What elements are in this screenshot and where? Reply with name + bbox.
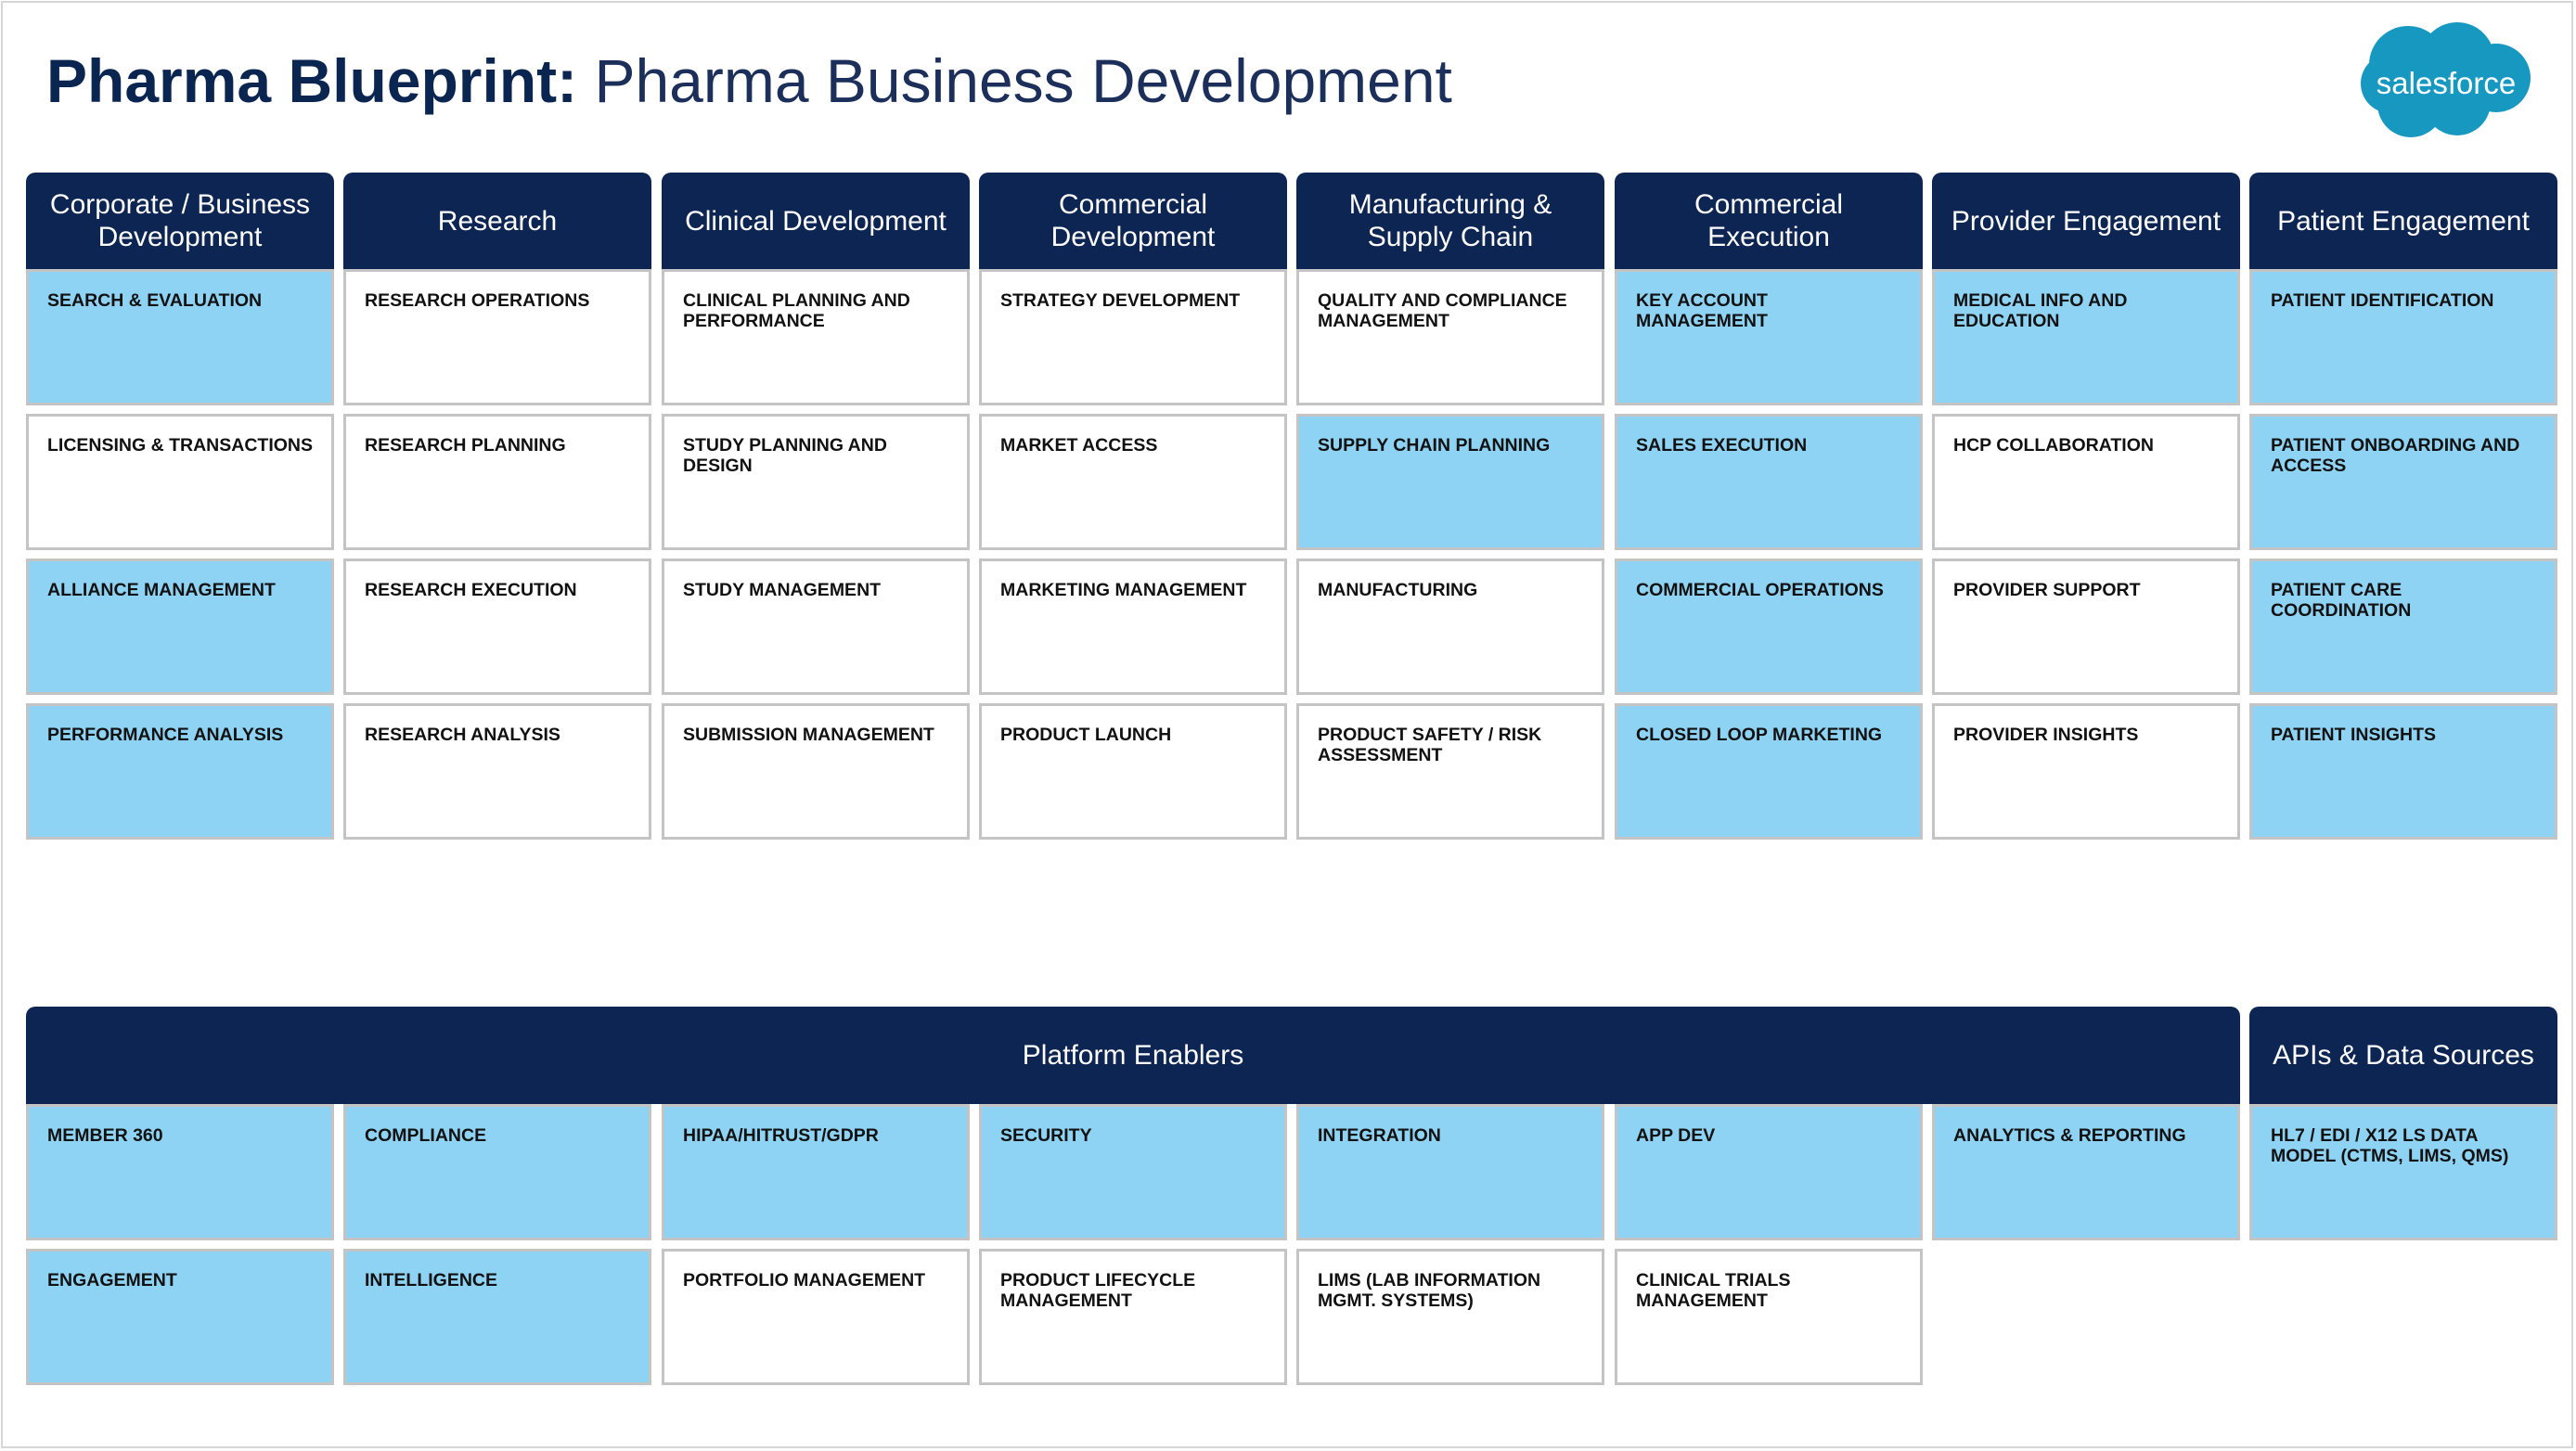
header-platform-enablers: Platform Enablers [26,1007,2240,1104]
capability-compliance: COMPLIANCE [343,1104,651,1240]
capability-integration: INTEGRATION [1296,1104,1604,1240]
capability-product-safety-risk-assessment: PRODUCT SAFETY / RISK ASSESSMENT [1296,703,1604,840]
header-research: Research [343,173,651,269]
header-commercial-development: Commercial Development [979,173,1287,269]
capability-portfolio-management: PORTFOLIO MANAGEMENT [662,1249,970,1385]
header-manufacturing-supply-chain: Manufacturing & Supply Chain [1296,173,1604,269]
title-light: Pharma Business Development [594,46,1452,115]
capability-provider-insights: PROVIDER INSIGHTS [1932,703,2240,840]
cloud-icon [2361,22,2531,137]
capability-analytics-reporting: ANALYTICS & REPORTING [1932,1104,2240,1240]
capability-licensing-transactions: LICENSING & TRANSACTIONS [26,414,334,550]
capability-hipaa-hitrust-gdpr: HIPAA/HITRUST/GDPR [662,1104,970,1240]
header-apis-data-sources: APIs & Data Sources [2249,1007,2557,1104]
capability-marketing-management: MARKETING MANAGEMENT [979,559,1287,695]
capability-patient-identification: PATIENT IDENTIFICATION [2249,269,2557,405]
capability-research-execution: RESEARCH EXECUTION [343,559,651,695]
header-commercial-execution: Commercial Execution [1615,173,1923,269]
capability-engagement: ENGAGEMENT [26,1249,334,1385]
capability-intelligence: INTELLIGENCE [343,1249,651,1385]
capability-quality-and-compliance-management: QUALITY AND COMPLIANCE MANAGEMENT [1296,269,1604,405]
capability-research-analysis: RESEARCH ANALYSIS [343,703,651,840]
capability-patient-insights: PATIENT INSIGHTS [2249,703,2557,840]
capability-performance-analysis: PERFORMANCE ANALYSIS [26,703,334,840]
logo-text: salesforce [2376,66,2516,100]
header-patient-engagement: Patient Engagement [2249,173,2557,269]
capability-study-management: STUDY MANAGEMENT [662,559,970,695]
capability-key-account-management: KEY ACCOUNT MANAGEMENT [1615,269,1923,405]
capability-provider-support: PROVIDER SUPPORT [1932,559,2240,695]
capability-manufacturing: MANUFACTURING [1296,559,1604,695]
capability-clinical-trials-management: CLINICAL TRIALS MANAGEMENT [1615,1249,1923,1385]
capability-alliance-management: ALLIANCE MANAGEMENT [26,559,334,695]
capability-product-lifecycle-management: PRODUCT LIFECYCLE MANAGEMENT [979,1249,1287,1385]
capability-member-360: MEMBER 360 [26,1104,334,1240]
capability-submission-management: SUBMISSION MANAGEMENT [662,703,970,840]
salesforce-logo: salesforce [2361,22,2531,137]
capability-patient-onboarding-and-access: PATIENT ONBOARDING AND ACCESS [2249,414,2557,550]
capability-study-planning-and-design: STUDY PLANNING AND DESIGN [662,414,970,550]
capability-hl7-edi-x12-ls-data-model-ctms-lims-qms: HL7 / EDI / X12 LS DATA MODEL (CTMS, LIM… [2249,1104,2557,1240]
capability-search-evaluation: SEARCH & EVALUATION [26,269,334,405]
capability-strategy-development: STRATEGY DEVELOPMENT [979,269,1287,405]
capability-clinical-planning-and-performance: CLINICAL PLANNING AND PERFORMANCE [662,269,970,405]
capability-lims-lab-information-mgmt-systems: LIMS (LAB INFORMATION MGMT. SYSTEMS) [1296,1249,1604,1385]
page-title: Pharma Blueprint: Pharma Business Develo… [46,39,1452,122]
capability-supply-chain-planning: SUPPLY CHAIN PLANNING [1296,414,1604,550]
capability-hcp-collaboration: HCP COLLABORATION [1932,414,2240,550]
title-bold: Pharma Blueprint: [46,46,578,115]
capability-product-launch: PRODUCT LAUNCH [979,703,1287,840]
header-corporate-business-development: Corporate / Business Development [26,173,334,269]
capability-medical-info-and-education: MEDICAL INFO AND EDUCATION [1932,269,2240,405]
header-clinical-development: Clinical Development [662,173,970,269]
capability-sales-execution: SALES EXECUTION [1615,414,1923,550]
capability-commercial-operations: COMMERCIAL OPERATIONS [1615,559,1923,695]
capability-patient-care-coordination: PATIENT CARE COORDINATION [2249,559,2557,695]
capability-app-dev: APP DEV [1615,1104,1923,1240]
capability-security: SECURITY [979,1104,1287,1240]
capability-research-planning: RESEARCH PLANNING [343,414,651,550]
capability-research-operations: RESEARCH OPERATIONS [343,269,651,405]
header-provider-engagement: Provider Engagement [1932,173,2240,269]
capability-market-access: MARKET ACCESS [979,414,1287,550]
capability-closed-loop-marketing: CLOSED LOOP MARKETING [1615,703,1923,840]
